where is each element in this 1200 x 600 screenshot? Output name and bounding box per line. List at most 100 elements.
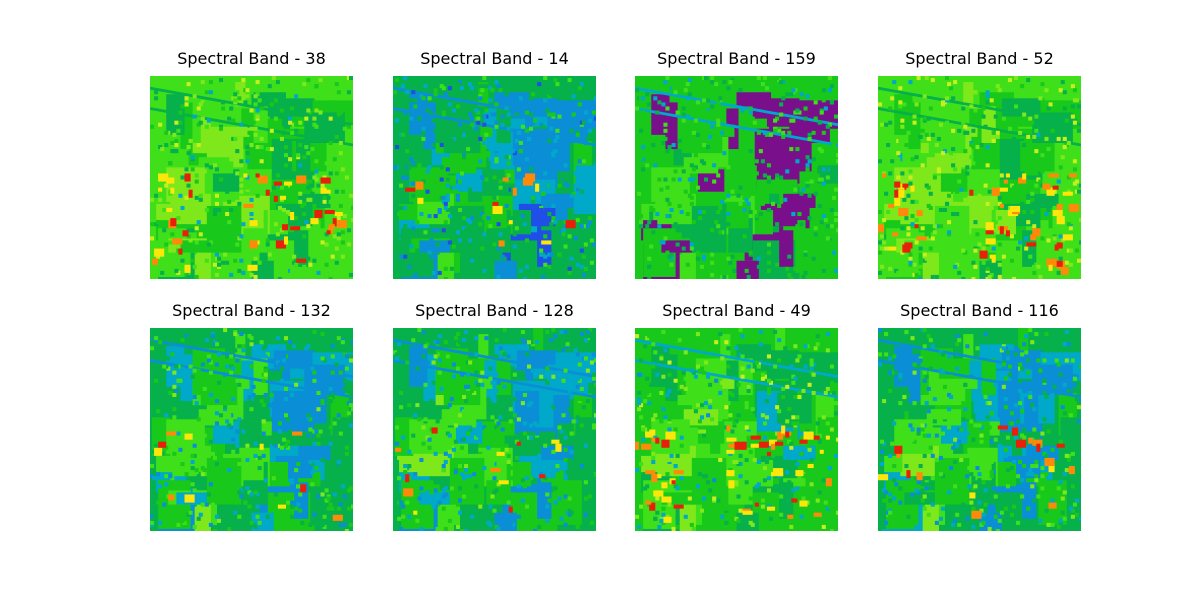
texture-cell: [239, 122, 244, 127]
texture-cell: [290, 330, 295, 335]
texture-cell: [553, 522, 558, 527]
texture-cell: [405, 165, 410, 170]
texture-cell: [815, 421, 820, 426]
texture-cell: [415, 518, 420, 523]
texture-cell: [154, 443, 159, 448]
texture-cell: [961, 502, 966, 507]
texture-cell: [1024, 246, 1029, 251]
texture-cell: [1076, 128, 1081, 133]
texture-cell: [829, 84, 834, 89]
texture-cell: [330, 392, 335, 398]
texture-cell: [740, 354, 745, 359]
texture-cell: [455, 179, 460, 184]
texture-cell: [718, 205, 723, 210]
texture-cell: [712, 498, 717, 503]
texture-cell: [760, 240, 765, 245]
texture-cell: [637, 165, 656, 204]
texture-cell: [500, 340, 505, 345]
texture-cell: [750, 472, 755, 477]
texture-cell: [571, 112, 576, 117]
texture-cell: [478, 378, 483, 383]
texture-cell: [1040, 474, 1045, 479]
texture-cell: [188, 238, 193, 243]
texture-cell: [212, 207, 217, 213]
texture-cell: [407, 165, 412, 170]
texture-cell: [156, 472, 161, 477]
texture-cell: [275, 240, 287, 249]
texture-cell: [182, 224, 187, 229]
texture-cell: [1072, 376, 1077, 381]
texture-cell: [350, 340, 353, 345]
texture-cell: [969, 500, 974, 505]
texture-cell: [225, 338, 230, 343]
texture-cell: [257, 466, 262, 471]
texture-cell: [693, 409, 698, 414]
texture-cell: [500, 488, 505, 493]
texture-cell: [722, 151, 727, 156]
texture-cell: [405, 90, 410, 95]
texture-cell: [975, 232, 980, 237]
texture-cell: [736, 382, 741, 387]
texture-cell: [1048, 502, 1057, 509]
texture-cell: [210, 167, 215, 172]
texture-cell: [180, 338, 185, 343]
texture-cell: [781, 134, 786, 139]
texture-cell: [799, 191, 804, 196]
texture-cell: [1034, 478, 1039, 483]
texture-cell: [771, 443, 776, 450]
texture-cell: [336, 112, 341, 117]
texture-cell: [425, 189, 430, 194]
texture-cell: [403, 254, 408, 259]
texture-cell: [1018, 240, 1023, 245]
texture-cell: [973, 248, 978, 253]
texture-cell: [718, 417, 723, 422]
texture-cell: [975, 145, 980, 150]
texture-cell: [728, 260, 733, 265]
texture-cell: [906, 470, 911, 479]
texture-cell: [677, 203, 682, 208]
texture-cell: [231, 449, 236, 454]
texture-cell: [330, 128, 335, 133]
texture-cell: [512, 187, 517, 196]
texture-cell: [261, 346, 266, 351]
texture-cell: [259, 145, 264, 150]
texture-cell: [1078, 516, 1081, 521]
texture-cell: [514, 226, 519, 231]
texture-cell: [748, 520, 753, 525]
texture-cell: [651, 207, 656, 213]
texture-cell: [890, 441, 895, 446]
texture-cell: [449, 185, 454, 190]
texture-cell: [549, 126, 554, 131]
texture-cell: [350, 124, 353, 129]
texture-cell: [196, 417, 201, 422]
texture-cell: [894, 268, 899, 273]
texture-cell: [955, 342, 960, 347]
texture-cell: [496, 84, 501, 89]
texture-cell: [561, 378, 566, 383]
texture-cell: [541, 240, 552, 245]
panel-title: Spectral Band - 116: [900, 301, 1059, 320]
texture-cell: [902, 394, 907, 400]
texture-cell: [1050, 147, 1055, 152]
texture-cell: [543, 234, 548, 239]
texture-cell: [455, 342, 460, 347]
texture-cell: [712, 478, 717, 483]
texture-cell: [649, 382, 654, 387]
texture-cell: [1014, 104, 1019, 109]
texture-cell: [878, 352, 883, 357]
texture-cell: [431, 270, 436, 275]
texture-cell: [508, 506, 513, 513]
texture-cell: [529, 167, 534, 172]
texture-cell: [543, 443, 548, 448]
texture-cell: [748, 449, 753, 454]
texture-cell: [407, 514, 412, 519]
texture-cell: [443, 492, 448, 497]
texture-cell: [443, 205, 448, 210]
texture-cell: [764, 459, 769, 465]
texture-cell: [470, 258, 475, 263]
texture-cell: [1028, 254, 1033, 259]
texture-cell: [726, 401, 731, 406]
texture-cell: [210, 451, 215, 456]
texture-cell: [1024, 236, 1029, 241]
texture-cell: [435, 419, 440, 424]
